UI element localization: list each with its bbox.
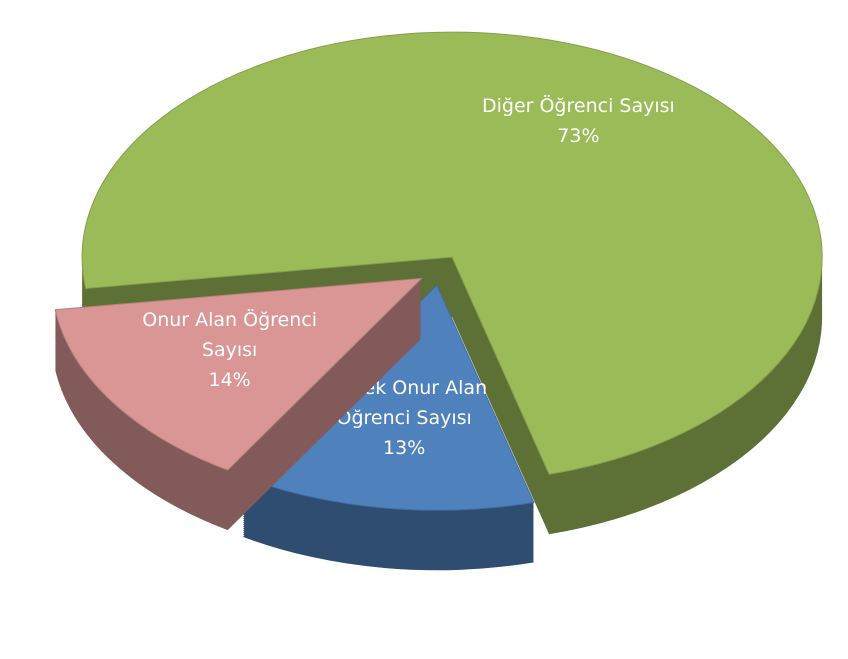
slice-name: Diğer Öğrenci Sayısı [481,94,675,117]
slice-value: 13% [383,437,426,460]
data-label-text: Diğer Öğrenci Sayısı 73% [468,91,688,151]
slice-value: 14% [208,368,251,391]
data-label: Onur Alan Öğrenci Sayısı 14% [120,305,340,395]
slice-value: 73% [557,124,600,147]
slice-name: Onur Alan Öğrenci Sayısı [142,308,317,361]
slice [81,31,823,475]
slice [54,277,423,471]
data-label: Diğer Öğrenci Sayısı 73% [468,91,688,151]
data-label-text: Onur Alan Öğrenci Sayısı 14% [120,305,340,395]
